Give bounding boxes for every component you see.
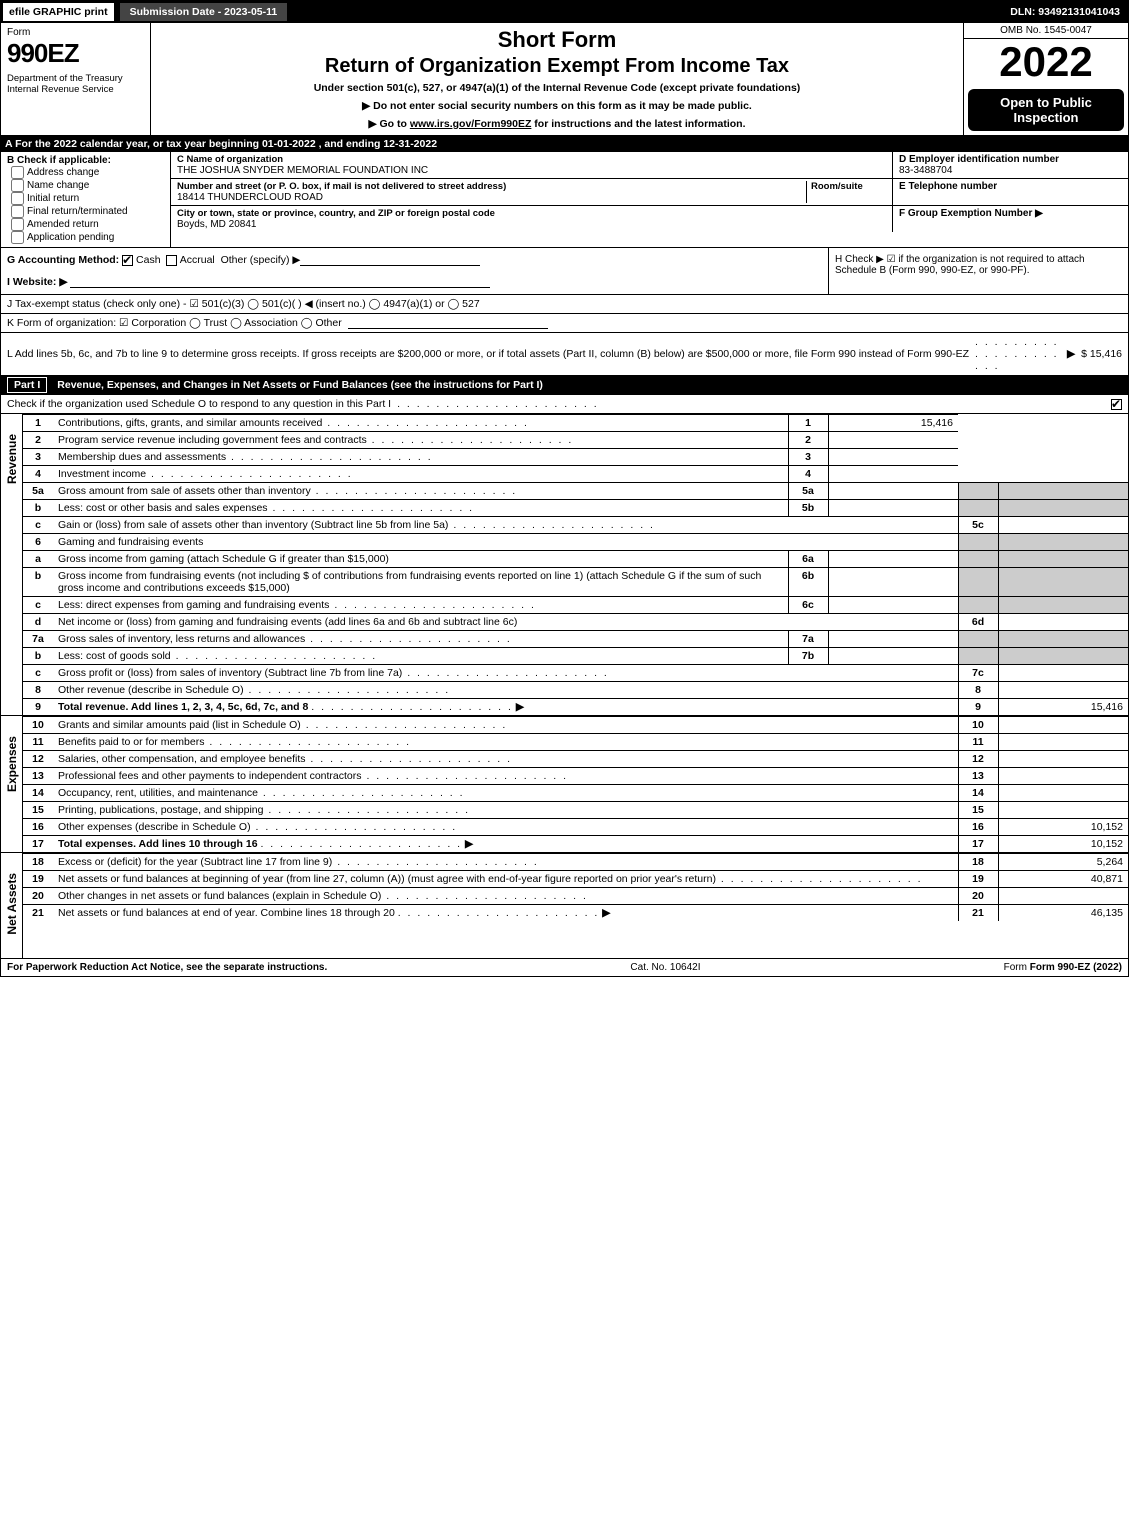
department: Department of the Treasury Internal Reve… xyxy=(7,73,144,96)
page-footer: For Paperwork Reduction Act Notice, see … xyxy=(1,958,1128,976)
part-1-check-text: Check if the organization used Schedule … xyxy=(7,398,391,410)
website-row: I Website: ▶ xyxy=(7,276,822,288)
line-8: 8Other revenue (describe in Schedule O)8 xyxy=(23,682,1128,699)
phone-header: E Telephone number xyxy=(899,181,1122,192)
line-2: 2Program service revenue including gover… xyxy=(23,432,1128,449)
net-assets-side-label: Net Assets xyxy=(1,853,23,958)
part-1-tag: Part I xyxy=(7,377,47,393)
line-20: 20Other changes in net assets or fund ba… xyxy=(23,888,1128,905)
line-4: 4Investment income4 xyxy=(23,466,1128,483)
line-7c: cGross profit or (loss) from sales of in… xyxy=(23,665,1128,682)
line-5b: bLess: cost or other basis and sales exp… xyxy=(23,500,1128,517)
line-5c: cGain or (loss) from sale of assets othe… xyxy=(23,517,1128,534)
short-form-title: Short Form xyxy=(157,27,957,53)
form-label: Form xyxy=(7,27,144,38)
goto-note: ▶ Go to www.irs.gov/Form990EZ for instru… xyxy=(157,118,957,130)
open-to-public-badge: Open to Public Inspection xyxy=(968,89,1124,131)
line-1: 1Contributions, gifts, grants, and simil… xyxy=(23,415,1128,432)
expenses-side-label: Expenses xyxy=(1,716,23,852)
line-6d: dNet income or (loss) from gaming and fu… xyxy=(23,614,1128,631)
form-number: 990EZ xyxy=(7,38,144,69)
dln: DLN: 93492131041043 xyxy=(1002,3,1128,21)
city-value: Boyds, MD 20841 xyxy=(177,219,886,230)
irs-link[interactable]: www.irs.gov/Form990EZ xyxy=(410,118,532,130)
cb-name-change[interactable]: Name change xyxy=(11,179,164,192)
cb-schedule-o-part1[interactable] xyxy=(1111,399,1122,410)
line-13: 13Professional fees and other payments t… xyxy=(23,768,1128,785)
group-exemption-header: F Group Exemption Number ▶ xyxy=(899,208,1122,219)
submission-date: Submission Date - 2023-05-11 xyxy=(118,1,290,23)
part-1-title: Revenue, Expenses, and Changes in Net As… xyxy=(57,379,543,391)
footer-right: Form Form 990-EZ (2022) xyxy=(1004,962,1122,973)
line-11: 11Benefits paid to or for members11 xyxy=(23,734,1128,751)
l-amount: $ 15,416 xyxy=(1081,348,1122,360)
goto-pre: ▶ Go to xyxy=(369,118,410,130)
cb-amended-return[interactable]: Amended return xyxy=(11,218,164,231)
net-assets-block: Net Assets 18Excess or (deficit) for the… xyxy=(1,852,1128,958)
row-a-tax-year: A For the 2022 calendar year, or tax yea… xyxy=(1,136,1128,152)
section-b-checkboxes: B Check if applicable: Address change Na… xyxy=(1,152,171,247)
footer-left: For Paperwork Reduction Act Notice, see … xyxy=(7,962,327,973)
line-18: 18Excess or (deficit) for the year (Subt… xyxy=(23,854,1128,871)
g-label: G Accounting Method: xyxy=(7,254,119,266)
goto-post: for instructions and the latest informat… xyxy=(531,118,745,130)
expenses-block: Expenses 10Grants and similar amounts pa… xyxy=(1,715,1128,852)
cb-accrual[interactable] xyxy=(166,255,177,266)
org-name-header: C Name of organization xyxy=(177,154,886,165)
l-gross-receipts: L Add lines 5b, 6c, and 7b to line 9 to … xyxy=(1,333,1128,375)
cb-initial-return[interactable]: Initial return xyxy=(11,192,164,205)
line-7b: bLess: cost of goods sold7b xyxy=(23,648,1128,665)
cb-application-pending[interactable]: Application pending xyxy=(11,231,164,244)
revenue-block: Revenue 1Contributions, gifts, grants, a… xyxy=(1,414,1128,715)
tax-year: 2022 xyxy=(964,39,1128,85)
city-header: City or town, state or province, country… xyxy=(177,208,886,219)
j-tax-exempt-status: J Tax-exempt status (check only one) - ☑… xyxy=(1,295,1128,314)
revenue-side-label: Revenue xyxy=(1,414,23,715)
ssn-note: ▶ Do not enter social security numbers o… xyxy=(157,100,957,112)
line-6b: bGross income from fundraising events (n… xyxy=(23,568,1128,597)
part-1-header: Part I Revenue, Expenses, and Changes in… xyxy=(1,375,1128,395)
cb-address-change[interactable]: Address change xyxy=(11,166,164,179)
cb-cash[interactable] xyxy=(122,255,133,266)
line-14: 14Occupancy, rent, utilities, and mainte… xyxy=(23,785,1128,802)
line-6a: aGross income from gaming (attach Schedu… xyxy=(23,551,1128,568)
omb-number: OMB No. 1545-0047 xyxy=(964,23,1128,39)
cb-final-return[interactable]: Final return/terminated xyxy=(11,205,164,218)
line-5a: 5aGross amount from sale of assets other… xyxy=(23,483,1128,500)
k-form-of-org: K Form of organization: ☑ Corporation ◯ … xyxy=(1,314,1128,333)
subtitle: Under section 501(c), 527, or 4947(a)(1)… xyxy=(157,82,957,94)
line-16: 16Other expenses (describe in Schedule O… xyxy=(23,819,1128,836)
line-7a: 7aGross sales of inventory, less returns… xyxy=(23,631,1128,648)
ein-value: 83-3488704 xyxy=(899,165,1122,176)
street-header: Number and street (or P. O. box, if mail… xyxy=(177,181,806,192)
line-10: 10Grants and similar amounts paid (list … xyxy=(23,717,1128,734)
line-17: 17Total expenses. Add lines 10 through 1… xyxy=(23,836,1128,853)
ein-header: D Employer identification number xyxy=(899,154,1122,165)
top-bar: efile GRAPHIC print Submission Date - 20… xyxy=(1,1,1128,23)
street-value: 18414 THUNDERCLOUD ROAD xyxy=(177,192,806,203)
line-6: 6Gaming and fundraising events xyxy=(23,534,1128,551)
main-title: Return of Organization Exempt From Incom… xyxy=(157,55,957,78)
h-schedule-b: H Check ▶ ☑ if the organization is not r… xyxy=(828,248,1128,294)
efile-print-button[interactable]: efile GRAPHIC print xyxy=(1,1,116,23)
form-header: Form 990EZ Department of the Treasury In… xyxy=(1,23,1128,136)
section-b-header: B Check if applicable: xyxy=(7,155,164,166)
line-12: 12Salaries, other compensation, and empl… xyxy=(23,751,1128,768)
line-15: 15Printing, publications, postage, and s… xyxy=(23,802,1128,819)
i-label: I Website: ▶ xyxy=(7,276,67,288)
line-9: 9Total revenue. Add lines 1, 2, 3, 4, 5c… xyxy=(23,699,1128,716)
accounting-method: G Accounting Method: Cash Accrual Other … xyxy=(7,254,822,266)
room-header: Room/suite xyxy=(811,181,886,192)
line-19: 19Net assets or fund balances at beginni… xyxy=(23,871,1128,888)
footer-catno: Cat. No. 10642I xyxy=(630,962,700,973)
line-3: 3Membership dues and assessments3 xyxy=(23,449,1128,466)
line-6c: cLess: direct expenses from gaming and f… xyxy=(23,597,1128,614)
org-name: THE JOSHUA SNYDER MEMORIAL FOUNDATION IN… xyxy=(177,165,886,176)
line-21: 21Net assets or fund balances at end of … xyxy=(23,905,1128,922)
